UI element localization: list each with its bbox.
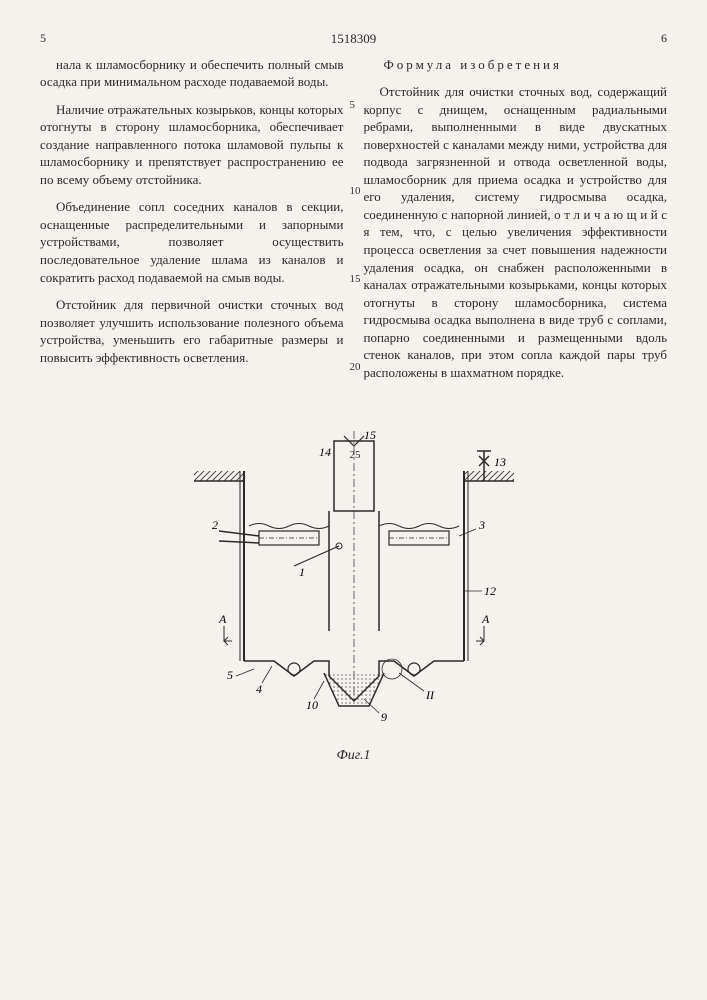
patent-number: 1518309: [46, 30, 661, 48]
left-p4: Отстойник для первичной очистки сточных …: [40, 296, 344, 366]
figure-caption: Фиг.1: [40, 747, 667, 766]
fig-label-15: 15: [364, 428, 376, 442]
formula-header: Формула изобретения: [364, 56, 668, 74]
fig-label-3: 3: [478, 518, 485, 532]
fig-label-9: 9: [381, 710, 387, 724]
fig-label-A2: А: [481, 612, 490, 626]
fig-label-4: 4: [256, 682, 262, 696]
left-p2: Наличие отражательных козырьков, концы к…: [40, 101, 344, 189]
line-num-15: 15: [350, 272, 361, 287]
line-num-10: 10: [350, 184, 361, 199]
right-col-number: 6: [661, 30, 667, 48]
fig-label-12: 12: [484, 584, 496, 598]
fig-label-10: 10: [306, 698, 318, 712]
text-columns: нала к шламосборнику и обеспечить полный…: [40, 56, 667, 392]
fig-label-5: 5: [227, 668, 233, 682]
line-num-25: 25: [350, 448, 361, 463]
figure-area: 1 2 3 4 5 9 10 12 13 14 15 А А II Фиг.1: [40, 421, 667, 766]
fig-label-A1: А: [218, 612, 227, 626]
line-num-20: 20: [350, 360, 361, 375]
line-num-5: 5: [350, 98, 356, 113]
right-column: 5 10 15 20 25 Формула изобретения Отстой…: [364, 56, 668, 392]
left-column: нала к шламосборнику и обеспечить полный…: [40, 56, 344, 392]
fig-label-II: II: [425, 688, 435, 702]
left-p1: нала к шламосборнику и обеспечить полный…: [40, 56, 344, 91]
right-p1: Отстойник для очистки сточных вод, содер…: [364, 83, 668, 381]
figure-1-svg: 1 2 3 4 5 9 10 12 13 14 15 А А II: [164, 421, 544, 741]
left-p3: Объединение сопл соседних каналов в секц…: [40, 198, 344, 286]
fig-label-14: 14: [319, 445, 331, 459]
fig-label-1: 1: [299, 565, 305, 579]
fig-label-2: 2: [212, 518, 218, 532]
fig-label-13: 13: [494, 455, 506, 469]
page-header: 5 1518309 6: [40, 30, 667, 48]
